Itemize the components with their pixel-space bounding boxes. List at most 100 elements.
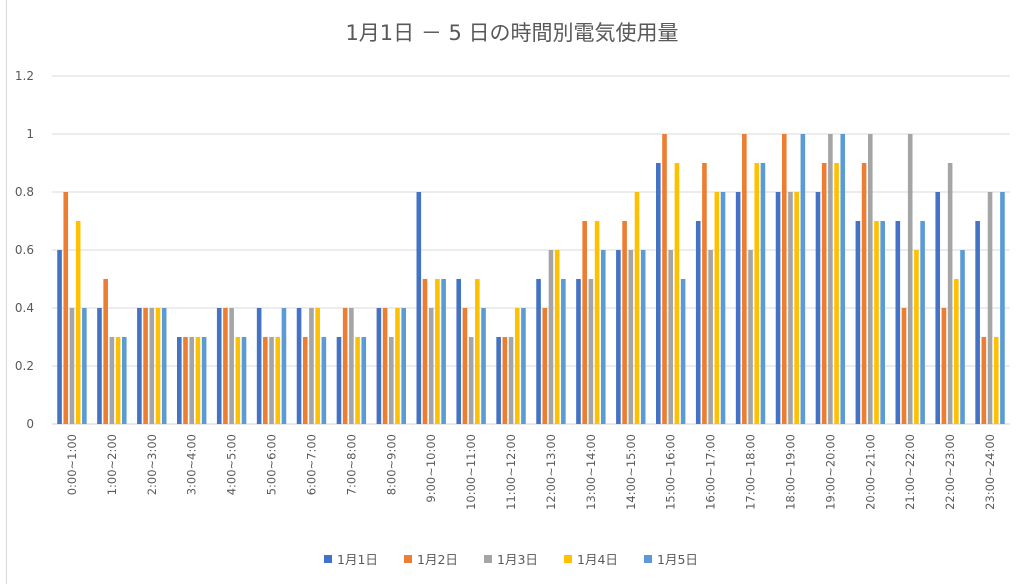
legend-item: 1月4日 <box>564 552 618 567</box>
bar <box>115 337 121 424</box>
bar <box>241 337 247 424</box>
bar <box>680 279 686 424</box>
bar <box>634 192 640 424</box>
bar <box>720 192 726 424</box>
bar <box>576 279 581 424</box>
legend-label: 1月3日 <box>497 552 538 567</box>
bar <box>149 308 155 424</box>
x-axis: 0:00~1:00 1:00~2:00 2:00~3:00 3:00~4:00 4:00… <box>65 434 997 510</box>
bar <box>263 337 268 424</box>
bar <box>235 337 241 424</box>
bar <box>748 250 753 424</box>
bar <box>788 192 793 424</box>
bar <box>874 221 879 424</box>
bar <box>742 134 747 424</box>
legend-item: 1月2日 <box>404 552 458 567</box>
bar <box>640 250 646 424</box>
sheet-left-edge <box>0 0 7 584</box>
legend-label: 1月2日 <box>417 552 458 567</box>
bar <box>161 308 167 424</box>
bar <box>183 337 188 424</box>
bar <box>502 337 508 424</box>
bar <box>781 134 787 424</box>
bar <box>594 221 600 424</box>
bar <box>901 308 907 424</box>
bar <box>97 308 102 424</box>
bar <box>588 279 594 424</box>
bar <box>656 163 661 424</box>
legend-swatch <box>324 555 332 563</box>
bar <box>382 308 388 424</box>
bar <box>975 221 980 424</box>
bars <box>57 134 1005 424</box>
bar <box>336 337 342 424</box>
legend-swatch <box>404 555 412 563</box>
bar <box>103 279 108 424</box>
bar <box>960 250 965 424</box>
bar <box>582 221 587 424</box>
x-tick-label: 4:00~5:00 <box>225 434 239 495</box>
y-tick-label: 1.2 <box>15 69 34 83</box>
x-tick-label: 11:00~12:00 <box>504 434 518 510</box>
bar <box>622 221 627 424</box>
x-tick-label: 12:00~13:00 <box>544 434 558 510</box>
bar <box>229 308 234 424</box>
x-tick-label: 10:00~11:00 <box>464 434 478 510</box>
bar <box>754 163 760 424</box>
bar <box>216 308 222 424</box>
y-tick-label: 0.4 <box>15 301 34 315</box>
bar <box>514 308 520 424</box>
x-tick-label: 20:00~21:00 <box>863 434 877 510</box>
bar <box>422 279 428 424</box>
bar <box>57 250 62 424</box>
bar <box>296 308 302 424</box>
chart-title: 1月1日 － 5 日の時間別電気使用量 <box>345 21 678 45</box>
bar <box>275 337 281 424</box>
legend-swatch <box>644 555 652 563</box>
bar <box>376 308 382 424</box>
bar <box>388 337 394 424</box>
bar <box>121 337 127 424</box>
legend-item: 1月3日 <box>484 552 538 567</box>
bar <box>395 308 400 424</box>
bar <box>702 163 707 424</box>
bar <box>1000 192 1005 424</box>
legend-swatch <box>564 555 572 563</box>
x-tick-label: 3:00~4:00 <box>185 434 199 495</box>
bar <box>542 308 548 424</box>
bar <box>256 308 262 424</box>
bar <box>760 163 766 424</box>
legend-swatch <box>484 555 492 563</box>
bar <box>947 163 953 424</box>
x-tick-label: 17:00~18:00 <box>744 434 758 510</box>
x-tick-label: 23:00~24:00 <box>983 434 997 510</box>
bar <box>536 279 541 424</box>
bar <box>281 308 287 424</box>
bar <box>195 337 201 424</box>
bar <box>462 308 468 424</box>
x-tick-label: 6:00~7:00 <box>304 434 318 495</box>
bar <box>63 192 69 424</box>
x-tick-label: 9:00~10:00 <box>424 434 438 503</box>
bar <box>714 192 720 424</box>
bar <box>662 134 667 424</box>
bar <box>794 192 799 424</box>
bar <box>708 250 713 424</box>
bar <box>428 308 434 424</box>
bar <box>987 192 993 424</box>
bar <box>75 221 81 424</box>
bar <box>302 337 308 424</box>
bar <box>800 134 806 424</box>
bar <box>349 308 354 424</box>
x-tick-label: 13:00~14:00 <box>584 434 598 510</box>
bar <box>695 221 701 424</box>
x-tick-label: 22:00~23:00 <box>943 434 957 510</box>
y-axis: 0 0.2 0.4 0.6 0.8 1 1.2 <box>15 69 34 431</box>
x-tick-label: 5:00~6:00 <box>265 434 279 495</box>
legend-item: 1月1日 <box>324 552 378 567</box>
bar <box>401 308 406 424</box>
y-tick-label: 0.6 <box>15 243 34 257</box>
legend-label: 1月5日 <box>657 552 698 567</box>
legend-label: 1月1日 <box>337 552 378 567</box>
x-tick-label: 0:00~1:00 <box>65 434 79 495</box>
